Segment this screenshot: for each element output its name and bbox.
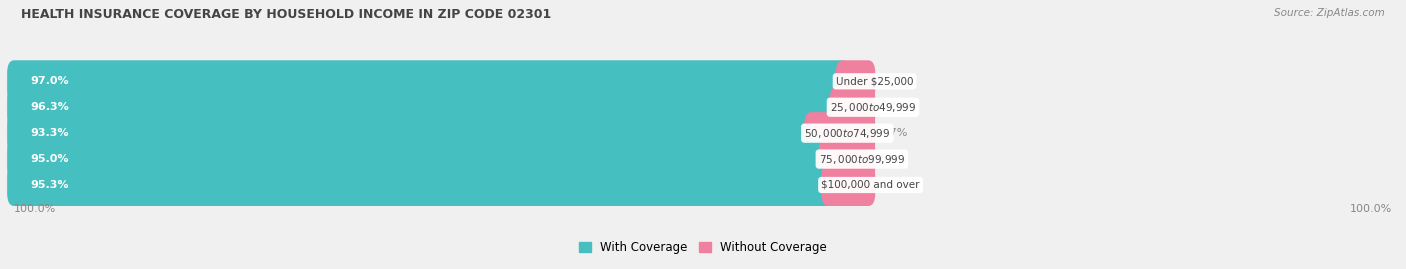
FancyBboxPatch shape [7,164,876,206]
FancyBboxPatch shape [7,138,832,180]
Text: $50,000 to $74,999: $50,000 to $74,999 [804,127,890,140]
FancyBboxPatch shape [821,164,876,206]
Text: 95.3%: 95.3% [31,180,69,190]
Text: 5.0%: 5.0% [879,154,908,164]
Text: $25,000 to $49,999: $25,000 to $49,999 [830,101,917,114]
FancyBboxPatch shape [7,112,818,154]
FancyBboxPatch shape [7,112,876,154]
FancyBboxPatch shape [7,86,844,128]
Text: 100.0%: 100.0% [14,204,56,214]
Text: 93.3%: 93.3% [31,128,69,138]
FancyBboxPatch shape [7,86,876,128]
FancyBboxPatch shape [830,86,875,128]
Text: 3.0%: 3.0% [879,76,908,86]
Text: HEALTH INSURANCE COVERAGE BY HOUSEHOLD INCOME IN ZIP CODE 02301: HEALTH INSURANCE COVERAGE BY HOUSEHOLD I… [21,8,551,21]
Text: Under $25,000: Under $25,000 [835,76,914,86]
Text: 6.7%: 6.7% [879,128,908,138]
Text: 3.7%: 3.7% [879,102,908,112]
FancyBboxPatch shape [7,60,849,102]
FancyBboxPatch shape [7,138,876,180]
Text: Source: ZipAtlas.com: Source: ZipAtlas.com [1274,8,1385,18]
FancyBboxPatch shape [7,60,876,102]
Text: 96.3%: 96.3% [31,102,69,112]
Text: 4.7%: 4.7% [879,180,908,190]
Text: $100,000 and over: $100,000 and over [821,180,920,190]
FancyBboxPatch shape [835,60,876,102]
Text: 97.0%: 97.0% [31,76,69,86]
Text: 100.0%: 100.0% [1350,204,1392,214]
Text: $75,000 to $99,999: $75,000 to $99,999 [818,153,905,166]
FancyBboxPatch shape [804,112,876,154]
FancyBboxPatch shape [818,138,876,180]
FancyBboxPatch shape [7,164,835,206]
Text: 95.0%: 95.0% [31,154,69,164]
Legend: With Coverage, Without Coverage: With Coverage, Without Coverage [574,236,832,259]
